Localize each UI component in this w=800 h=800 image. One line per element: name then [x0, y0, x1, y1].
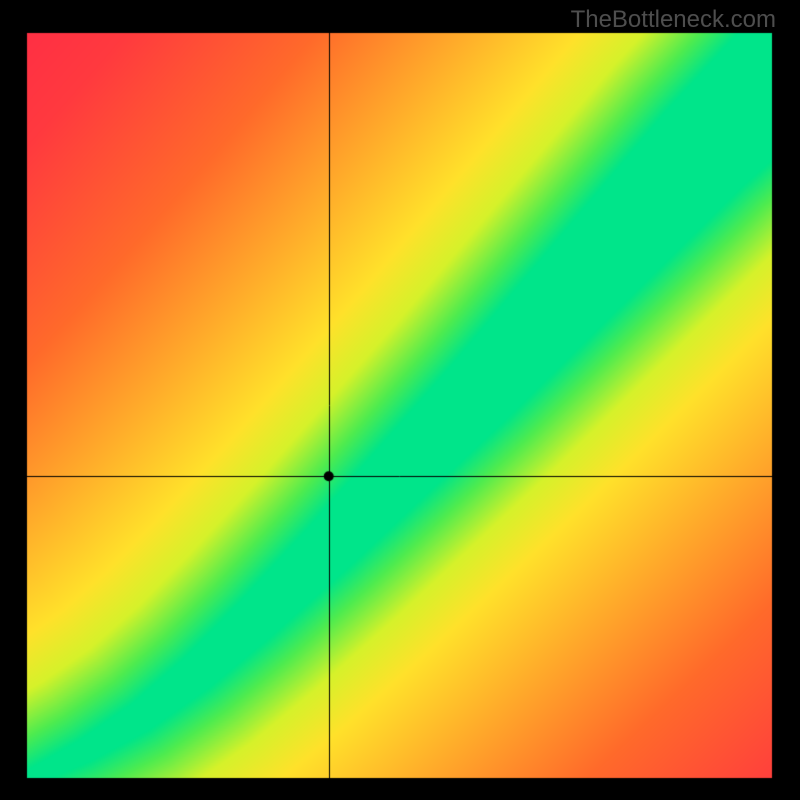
watermark-text: TheBottleneck.com	[571, 6, 776, 34]
bottleneck-heatmap	[0, 0, 800, 800]
